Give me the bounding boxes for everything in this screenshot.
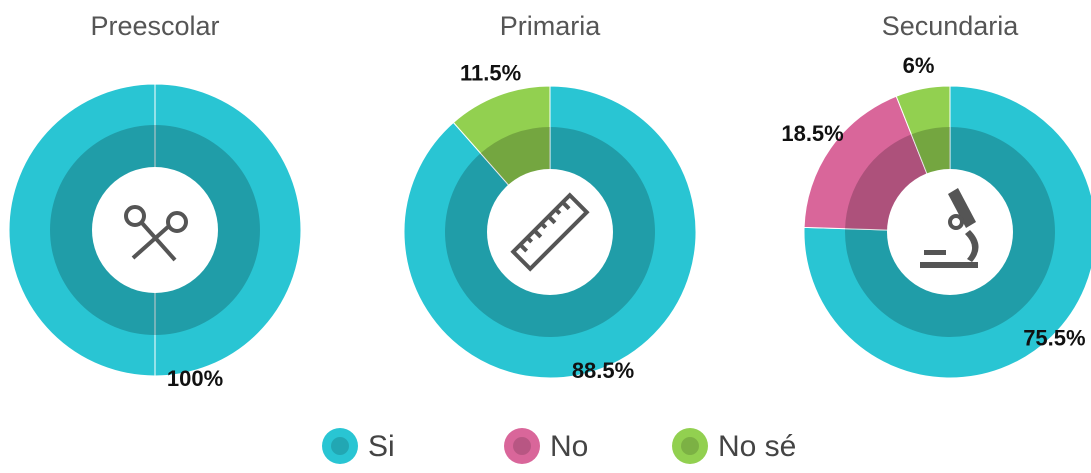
donut bbox=[403, 85, 697, 379]
legend-swatch bbox=[672, 428, 708, 464]
center-hole bbox=[92, 167, 218, 293]
value-label: 88.5% bbox=[572, 358, 634, 383]
icon bbox=[124, 205, 188, 262]
legend-swatch-inner bbox=[681, 437, 699, 455]
legend-swatch-inner bbox=[331, 437, 349, 455]
center-hole bbox=[887, 169, 1013, 295]
value-label: 18.5% bbox=[781, 121, 843, 146]
icon bbox=[510, 192, 590, 272]
legend-swatch bbox=[504, 428, 540, 464]
chart-title: Preescolar bbox=[90, 11, 219, 41]
value-label: 6% bbox=[903, 53, 935, 78]
legend-swatch-inner bbox=[513, 437, 531, 455]
legend-label: No sé bbox=[718, 430, 796, 463]
icon bbox=[920, 188, 979, 268]
value-label: 11.5% bbox=[460, 61, 521, 86]
chart-title: Secundaria bbox=[882, 11, 1020, 41]
chart-title: Primaria bbox=[500, 11, 601, 41]
value-label: 75.5% bbox=[1023, 326, 1085, 351]
value-label: 100% bbox=[167, 366, 223, 391]
donut bbox=[803, 85, 1091, 379]
legend-label: Si bbox=[368, 430, 395, 463]
legend-swatch bbox=[322, 428, 358, 464]
donut bbox=[8, 83, 302, 377]
legend-label: No bbox=[550, 430, 588, 463]
center-hole bbox=[487, 169, 613, 295]
